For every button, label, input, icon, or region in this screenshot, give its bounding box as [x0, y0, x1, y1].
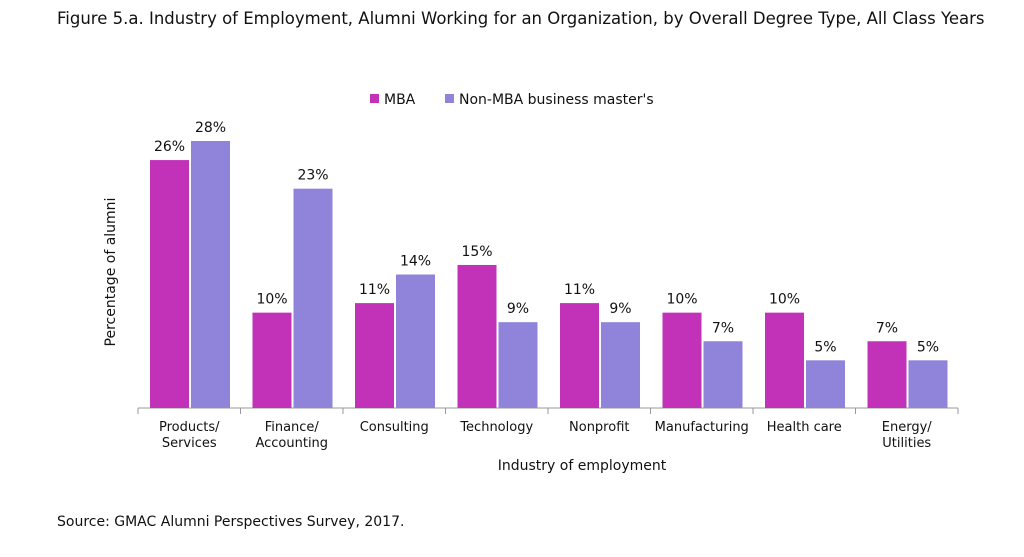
chart-title: Figure 5.a. Industry of Employment, Alum…: [57, 9, 985, 28]
bar: [252, 312, 292, 408]
y-axis-title: Percentage of alumni: [103, 198, 119, 347]
bar: [396, 274, 435, 408]
bar: [867, 341, 907, 408]
legend-swatch: [370, 94, 379, 103]
bar: [191, 141, 230, 408]
data-label: 7%: [876, 320, 898, 336]
data-label: 9%: [609, 301, 631, 317]
x-tick-label: Consulting: [359, 420, 429, 435]
bar: [806, 360, 845, 408]
bar: [293, 188, 333, 408]
legend-label: Non-MBA business master's: [459, 92, 654, 108]
data-label: 10%: [769, 292, 800, 308]
data-label: 5%: [814, 339, 836, 355]
legend-swatch: [445, 94, 454, 103]
x-tick-label: Products/ Services: [158, 420, 220, 451]
x-tick-label: Nonprofit: [569, 420, 630, 435]
data-label: 15%: [461, 244, 492, 260]
data-label: 26%: [154, 139, 185, 155]
data-label: 9%: [507, 301, 529, 317]
data-label: 28%: [195, 120, 226, 136]
data-label: 23%: [297, 168, 328, 184]
bar: [765, 312, 804, 408]
bar: [457, 264, 497, 408]
bar: [908, 360, 948, 408]
bar: [498, 322, 538, 408]
data-label: 5%: [917, 339, 939, 355]
data-label: 11%: [359, 282, 390, 298]
x-tick-label: Finance/ Accounting: [255, 420, 329, 451]
data-label: 11%: [564, 282, 595, 298]
bar: [150, 160, 189, 408]
data-label: 10%: [256, 292, 287, 308]
x-tick-label: Technology: [460, 420, 534, 435]
bar: [560, 303, 599, 408]
data-label: 14%: [400, 254, 431, 270]
x-tick-label: Health care: [766, 420, 842, 435]
bar: [703, 341, 743, 408]
bar: [601, 322, 640, 408]
legend-label: MBA: [384, 92, 416, 108]
x-tick-label: Manufacturing: [654, 420, 749, 435]
source-note: Source: GMAC Alumni Perspectives Survey,…: [57, 514, 405, 530]
x-axis-title: Industry of employment: [498, 458, 667, 474]
x-tick-label: Energy/ Utilities: [881, 420, 932, 451]
data-label: 10%: [666, 292, 697, 308]
bar: [355, 303, 394, 408]
data-label: 7%: [712, 320, 734, 336]
bar: [662, 312, 702, 408]
